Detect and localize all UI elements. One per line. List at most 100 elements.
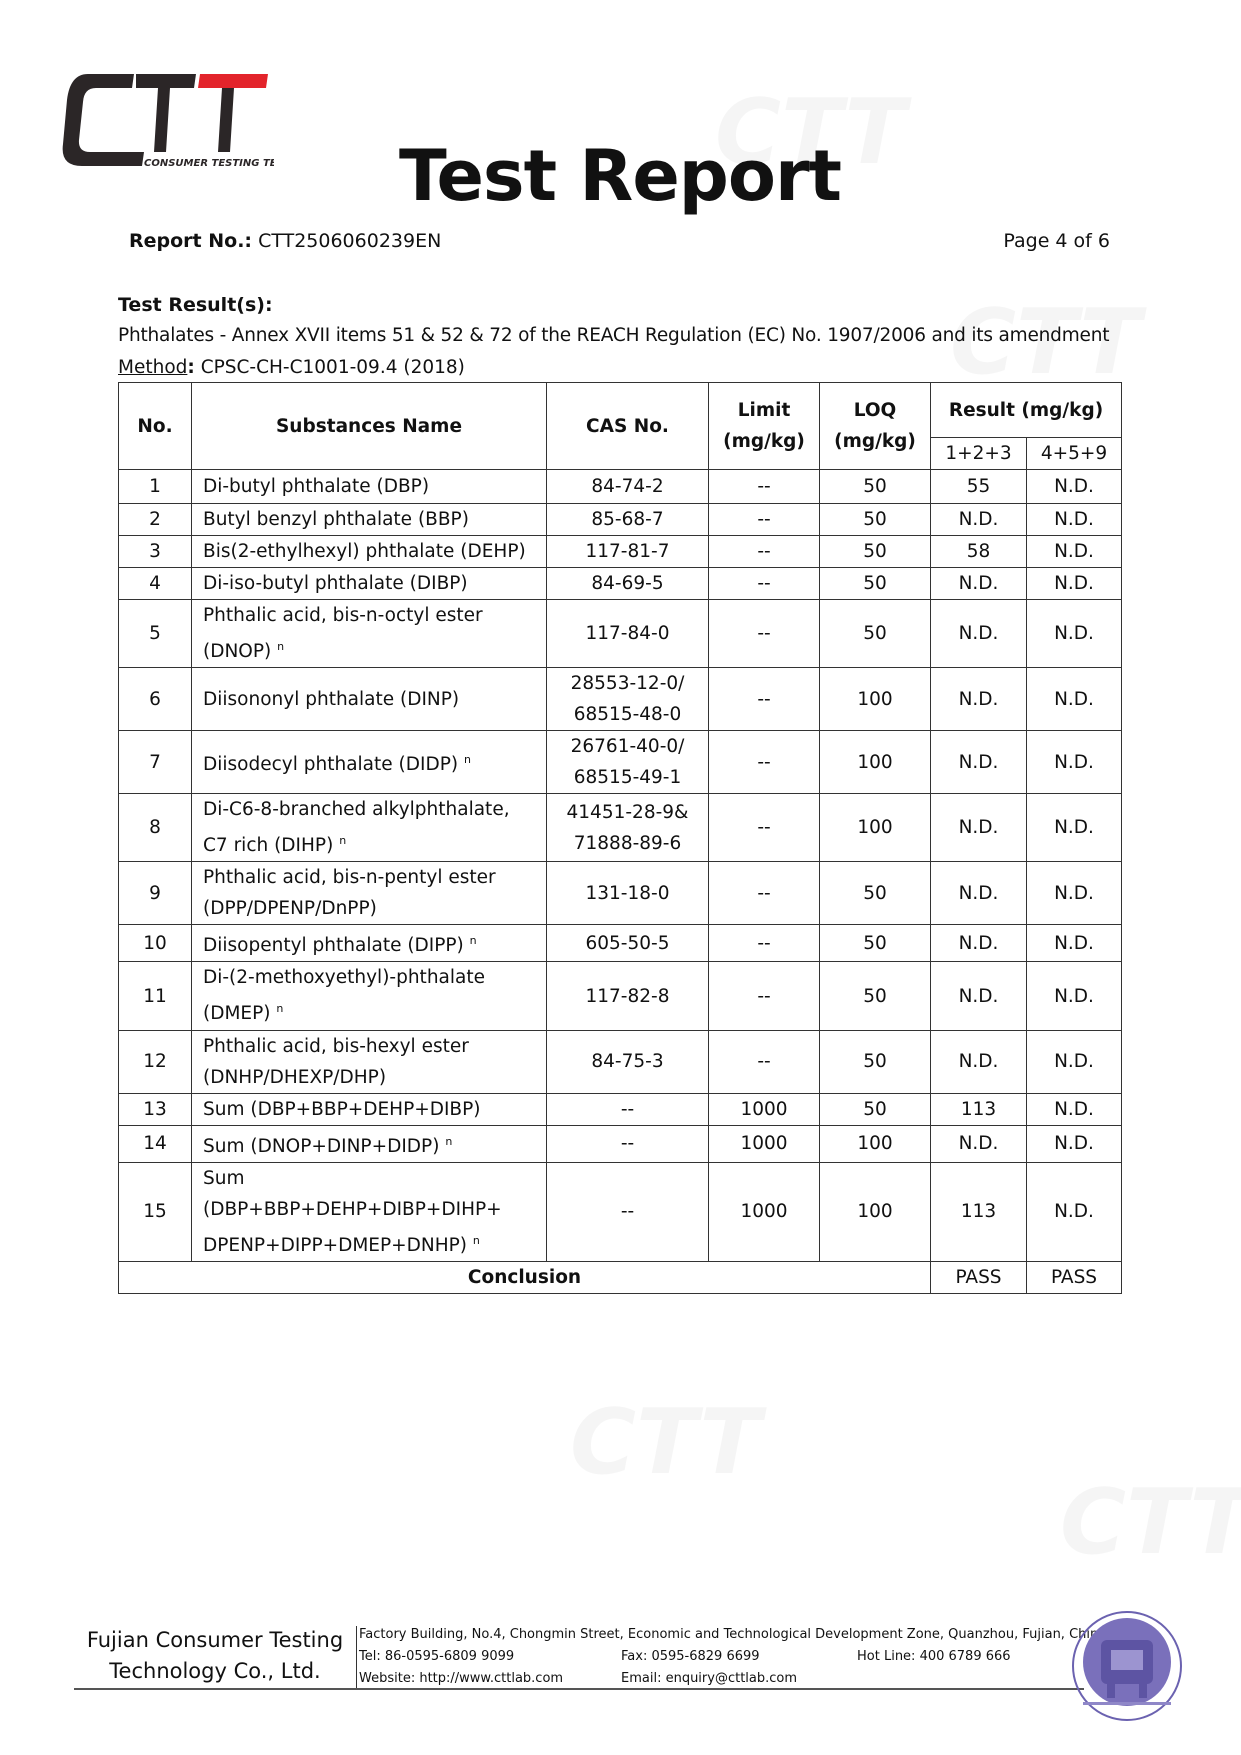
method-label: Method — [118, 357, 188, 378]
cell-limit: -- — [708, 730, 820, 795]
conclusion-result-2: PASS — [1026, 1260, 1122, 1294]
substance-name: Butyl benzyl phthalate (BBP) — [203, 509, 469, 530]
cell-name: Sum (DBP+BBP+DEHP+DIBP) — [191, 1092, 547, 1126]
cell-name: Phthalic acid, bis-hexyl ester (DNHP/DHE… — [191, 1029, 547, 1094]
report-no-value: CTT2506060239EN — [258, 230, 442, 252]
cell-cas: -- — [546, 1161, 709, 1262]
cell-no: 6 — [118, 667, 192, 732]
cell-r1: N.D. — [930, 598, 1027, 669]
cell-r2: N.D. — [1026, 1092, 1122, 1126]
watermark: CTT — [1060, 1470, 1241, 1575]
cell-r2: N.D. — [1026, 1161, 1122, 1262]
table-row: 4 Di-iso-butyl phthalate (DIBP) 84-69-5 -- 5… — [118, 567, 1122, 600]
cell-cas: 117-81-7 — [546, 535, 709, 568]
cell-name: Di-C6-8-branched alkylphthalate, C7 rich… — [191, 793, 547, 863]
header-no: No. — [118, 382, 192, 470]
header-cas: CAS No. — [546, 382, 709, 470]
cell-loq: 50 — [819, 598, 931, 669]
cell-r2: N.D. — [1026, 861, 1122, 926]
conclusion-label: Conclusion — [118, 1260, 931, 1294]
cell-limit: -- — [708, 598, 820, 669]
cell-limit: -- — [708, 567, 820, 600]
footer-fax: Fax: 0595-6829 6699 — [621, 1649, 760, 1664]
cell-r1: N.D. — [930, 567, 1027, 600]
cell-loq: 50 — [819, 1092, 931, 1126]
cell-loq: 50 — [819, 469, 931, 504]
cell-cas: 131-18-0 — [546, 861, 709, 926]
cell-r1: N.D. — [930, 1029, 1027, 1094]
cell-limit: -- — [708, 469, 820, 504]
cell-cas: 84-74-2 — [546, 469, 709, 504]
scope-text: Phthalates - Annex XVII items 51 & 52 & … — [118, 325, 1110, 346]
cell-r1: N.D. — [930, 961, 1027, 1031]
header-limit: Limit (mg/kg) — [708, 382, 820, 470]
substance-name: Di-butyl phthalate (DBP) — [203, 476, 430, 497]
cell-no: 13 — [118, 1092, 192, 1126]
table-row: 10 Diisopentyl phthalate (DIPP) n 605-50-5… — [118, 924, 1122, 963]
cell-loq: 50 — [819, 535, 931, 568]
header-result-2: 4+5+9 — [1026, 437, 1122, 470]
header-result: Result (mg/kg) — [930, 382, 1122, 438]
table-row: 12 Phthalic acid, bis-hexyl ester (DNHP/D… — [118, 1029, 1122, 1094]
substance-name: Sum (DNOP+DINP+DIDP) — [203, 1135, 440, 1157]
cell-loq: 100 — [819, 1124, 931, 1163]
substance-name: Diisononyl phthalate (DINP) — [203, 688, 460, 710]
logo-subtext: CONSUMER TESTING TECH — [144, 158, 274, 169]
cell-no: 2 — [118, 503, 192, 536]
cell-limit: -- — [708, 793, 820, 863]
cell-name: Sum (DNOP+DINP+DIDP) n — [191, 1124, 547, 1163]
footnote-mark: n — [463, 753, 471, 767]
cell-name: Di-(2-methoxyethyl)-phthalate (DMEP) n — [191, 961, 547, 1031]
cell-no: 4 — [118, 567, 192, 600]
cell-loq: 50 — [819, 567, 931, 600]
cell-cas: 84-69-5 — [546, 567, 709, 600]
substance-name: Sum (DBP+BBP+DEHP+DIBP) — [203, 1098, 481, 1120]
substance-name: Bis(2-ethylhexyl) phthalate (DEHP) — [203, 541, 526, 562]
cell-limit: -- — [708, 535, 820, 568]
cell-loq: 100 — [819, 730, 931, 795]
cell-name: Diisopentyl phthalate (DIPP) n — [191, 924, 547, 963]
cell-cas: 85-68-7 — [546, 503, 709, 536]
footnote-mark: n — [445, 1134, 453, 1148]
company-seal-icon — [1072, 1611, 1182, 1721]
cell-limit: -- — [708, 861, 820, 926]
cell-r1: N.D. — [930, 861, 1027, 926]
footnote-mark: n — [472, 1233, 480, 1247]
cell-r2: N.D. — [1026, 535, 1122, 568]
cell-loq: 100 — [819, 667, 931, 732]
table-row: 1 Di-butyl phthalate (DBP) 84-74-2 -- 50 55 N.… — [118, 469, 1122, 504]
substance-name: Phthalic acid, bis-hexyl ester (DNHP/DHE… — [203, 1035, 469, 1088]
cell-cas: -- — [546, 1092, 709, 1126]
cell-r1: N.D. — [930, 924, 1027, 963]
footnote-mark: n — [277, 640, 285, 653]
watermark: CTT — [715, 80, 906, 185]
cell-no: 12 — [118, 1029, 192, 1094]
cell-name: Sum (DBP+BBP+DEHP+DIBP+DIHP+ DPENP+DIPP+… — [191, 1161, 547, 1262]
cell-cas: -- — [546, 1124, 709, 1163]
table-row: 5 Phthalic acid, bis-n-octyl ester (DNOP)… — [118, 598, 1122, 669]
header-result-1: 1+2+3 — [930, 437, 1027, 470]
cell-cas: 26761-40-0/ 68515-49-1 — [546, 730, 709, 795]
footnote-mark: n — [339, 834, 347, 848]
cell-loq: 50 — [819, 503, 931, 536]
method-value: CPSC-CH-C1001-09.4 (2018) — [200, 357, 465, 378]
ctt-logo: CONSUMER TESTING TECH — [62, 74, 274, 169]
cell-limit: -- — [708, 1029, 820, 1094]
cell-name: Phthalic acid, bis-n-pentyl ester (DPP/D… — [191, 861, 547, 926]
cell-cas: 605-50-5 — [546, 924, 709, 963]
cell-no: 8 — [118, 793, 192, 863]
cell-loq: 100 — [819, 1161, 931, 1262]
table-row: 7 Diisodecyl phthalate (DIDP) n 26761-40-0… — [118, 730, 1122, 795]
substance-name: Di-(2-methoxyethyl)-phthalate (DMEP) — [203, 967, 485, 1025]
cell-r2: N.D. — [1026, 469, 1122, 504]
cell-r1: 113 — [930, 1161, 1027, 1262]
section-heading: Test Result(s): — [118, 294, 273, 316]
cell-name: Bis(2-ethylhexyl) phthalate (DEHP) — [191, 535, 547, 568]
substance-name: Phthalic acid, bis-n-octyl ester (DNOP) — [203, 605, 483, 663]
substance-name: Di-iso-butyl phthalate (DIBP) — [203, 573, 468, 594]
watermark: CTT — [950, 290, 1141, 395]
footer-tel: Tel: 86-0595-6809 9099 — [359, 1649, 515, 1664]
cell-r1: N.D. — [930, 730, 1027, 795]
cell-name: Di-butyl phthalate (DBP) — [191, 469, 547, 504]
cell-no: 3 — [118, 535, 192, 568]
